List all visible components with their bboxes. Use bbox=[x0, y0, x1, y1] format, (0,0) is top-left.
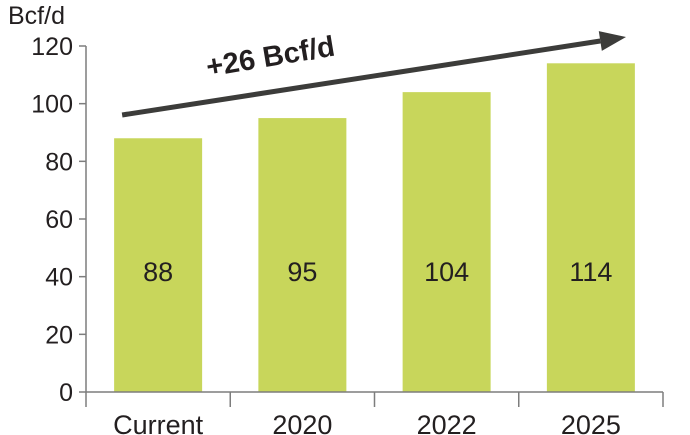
growth-annotation: +26 Bcf/d bbox=[204, 31, 337, 84]
y-axis-unit-label: Bcf/d bbox=[8, 2, 65, 30]
y-tick-label: 40 bbox=[45, 264, 73, 292]
bar-value-label: 104 bbox=[424, 257, 469, 287]
arrow-shaft bbox=[121, 38, 601, 118]
x-axis: Current 2020 2022 2025 bbox=[85, 391, 664, 435]
y-tick-label: 60 bbox=[45, 206, 73, 234]
x-category-label: 2020 bbox=[272, 410, 332, 435]
x-category-label: 2025 bbox=[561, 410, 621, 435]
bar-value-label: 114 bbox=[569, 257, 612, 287]
bar-2020 bbox=[258, 118, 347, 392]
y-tick-label: 20 bbox=[45, 321, 73, 349]
y-tick-label: 80 bbox=[45, 148, 73, 176]
y-tick-label: 100 bbox=[31, 91, 73, 119]
y-tick-label: 0 bbox=[59, 379, 73, 407]
bar-current bbox=[114, 138, 203, 392]
y-tick-label: 120 bbox=[31, 33, 73, 61]
bars: 88 95 104 114 bbox=[114, 63, 635, 393]
x-category-label: 2022 bbox=[417, 410, 477, 435]
y-axis-ticks: 0 20 40 60 80 100 120 bbox=[31, 33, 87, 407]
x-category-label: Current bbox=[113, 410, 204, 435]
arrow-head bbox=[598, 31, 626, 51]
bar-value-label: 88 bbox=[143, 257, 173, 287]
bar-2025 bbox=[546, 63, 635, 393]
bar-value-label: 95 bbox=[287, 257, 317, 287]
growth-arrow bbox=[121, 31, 626, 118]
bar-2022 bbox=[402, 92, 491, 392]
